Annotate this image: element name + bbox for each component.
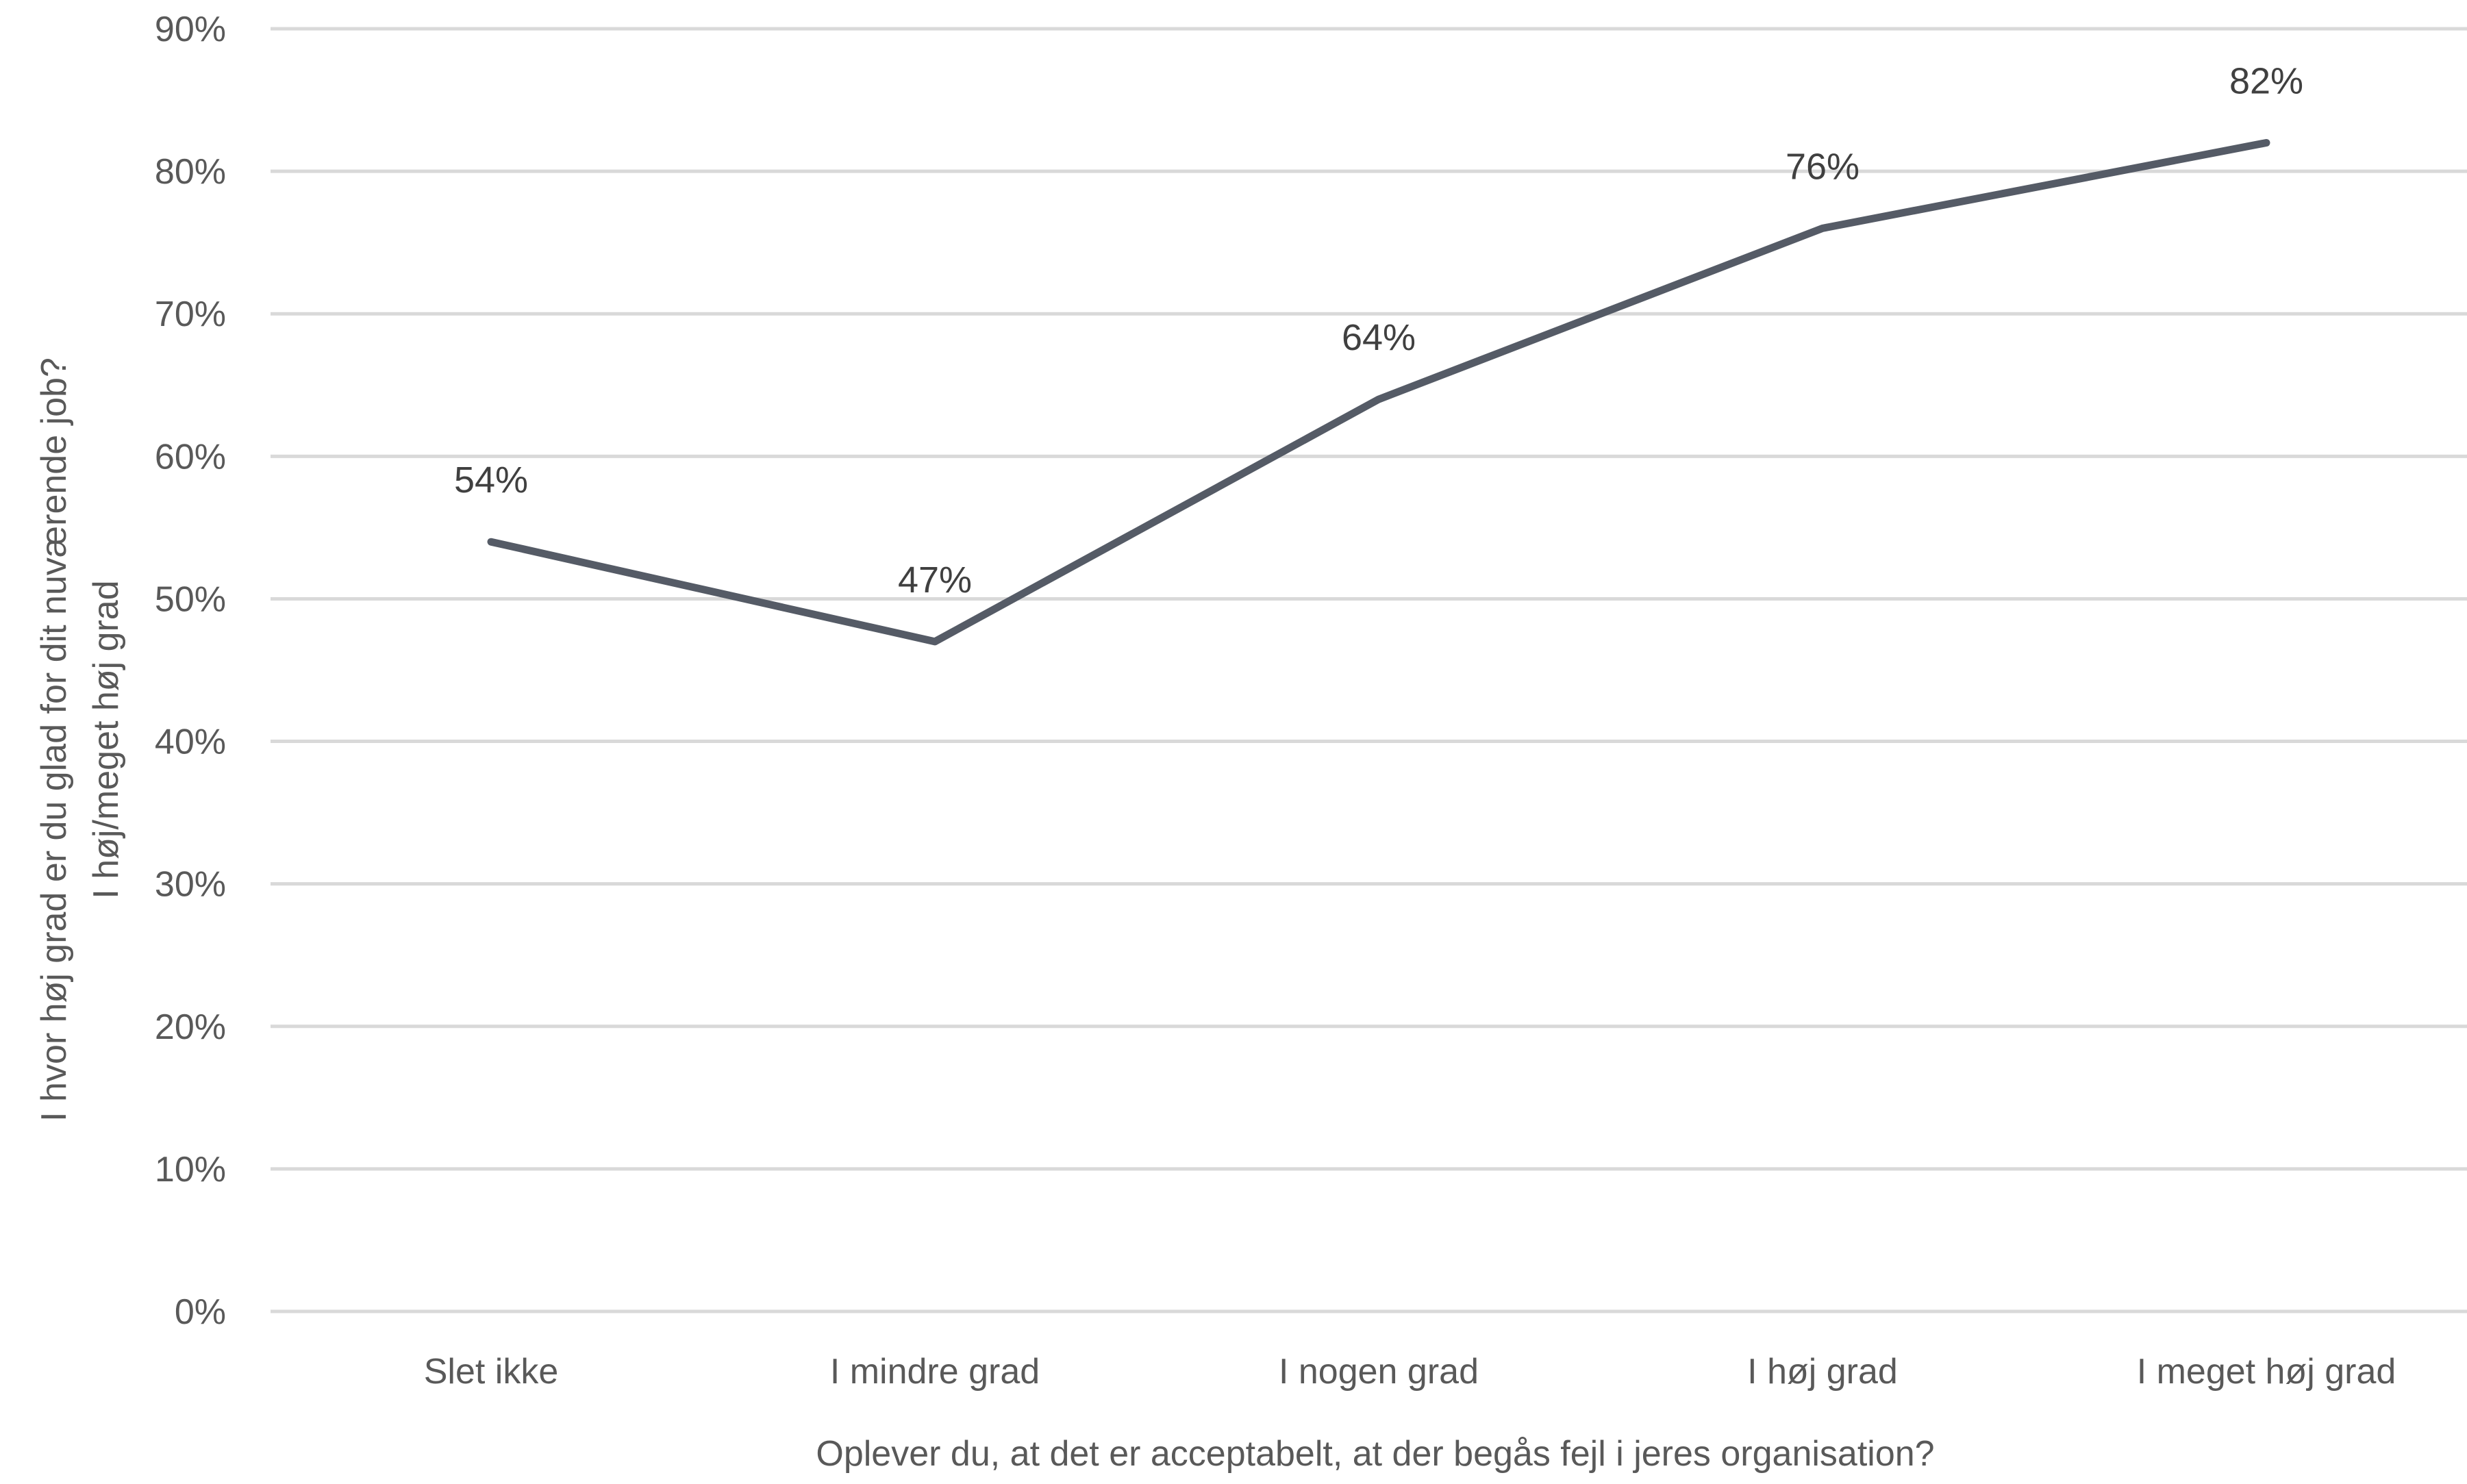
y-axis-title-line-1: I hvor høj grad er du glad for dit nuvær… (34, 357, 74, 1122)
data-label-2: 64% (1342, 317, 1416, 358)
data-label-3: 76% (1786, 146, 1859, 187)
data-label-4: 82% (2229, 60, 2303, 101)
y-tick-label-70: 70% (155, 294, 226, 334)
y-axis-tick-labels: 0% 10% 20% 30% 40% 50% 60% 70% 80% 90% (155, 10, 226, 1332)
y-tick-label-40: 40% (155, 722, 226, 762)
y-tick-label-20: 20% (155, 1007, 226, 1047)
x-axis-title: Oplever du, at det er acceptabelt, at de… (816, 1434, 1934, 1474)
y-tick-label-60: 60% (155, 437, 226, 477)
series-layer (491, 142, 2266, 642)
y-tick-label-30: 30% (155, 865, 226, 905)
gridlines (271, 29, 2467, 1311)
y-axis-title-line-2: I høj/meget høj grad (86, 580, 126, 898)
x-tick-label-2: I nogen grad (1279, 1352, 1479, 1392)
x-tick-label-0: Slet ikke (424, 1352, 559, 1392)
x-tick-label-3: I høj grad (1747, 1352, 1898, 1392)
y-tick-label-90: 90% (155, 10, 226, 49)
y-axis-title: I hvor høj grad er du glad for dit nuvær… (34, 357, 126, 1122)
x-tick-label-4: I meget høj grad (2137, 1352, 2396, 1392)
data-labels: 54% 47% 64% 76% 82% (454, 60, 2303, 600)
y-tick-label-50: 50% (155, 579, 226, 619)
data-label-0: 54% (454, 460, 528, 501)
series-line-0 (491, 142, 2266, 641)
y-tick-label-0: 0% (175, 1292, 226, 1332)
x-axis-tick-labels: Slet ikke I mindre grad I nogen grad I høj … (424, 1352, 2396, 1392)
y-tick-label-10: 10% (155, 1150, 226, 1190)
x-tick-label-1: I mindre grad (830, 1352, 1040, 1392)
y-tick-label-80: 80% (155, 152, 226, 192)
data-label-1: 47% (898, 559, 972, 601)
